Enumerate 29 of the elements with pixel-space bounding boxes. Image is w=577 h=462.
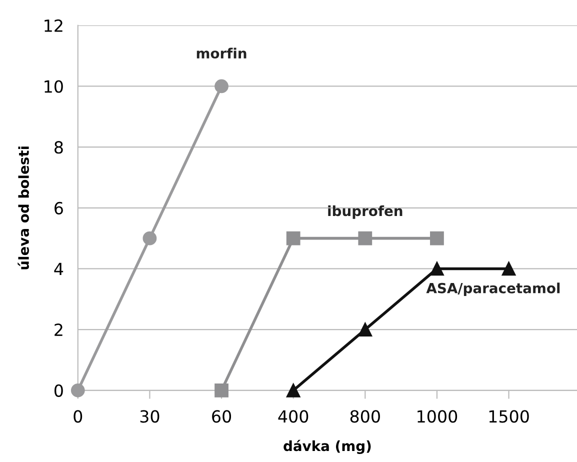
y-axis-title: úleva od bolesti <box>18 146 29 270</box>
y-tick-label: 4 <box>54 262 64 276</box>
y-tick-label: 2 <box>54 324 62 336</box>
y-tick-label: 0 <box>54 384 63 397</box>
point <box>286 231 300 246</box>
y-tick-label: 6 <box>54 202 63 214</box>
point <box>358 231 372 246</box>
point <box>358 322 372 337</box>
point <box>430 262 444 276</box>
x-axis-title: dávka (mg) <box>284 440 371 454</box>
x-tick-label: 0 <box>74 410 82 423</box>
y-tick-label: 8 <box>54 141 63 154</box>
point <box>214 383 228 398</box>
point <box>430 231 444 246</box>
x-tick-label: 1500 <box>489 410 529 423</box>
x-tick-label: 800 <box>350 410 380 423</box>
x-tick-label: 30 <box>140 410 160 423</box>
point <box>142 231 157 246</box>
x-tick-label: 1000 <box>418 410 458 423</box>
x-tick-label: 60 <box>212 410 232 423</box>
series-label: ibuprofen <box>328 205 402 219</box>
series-label: morfin <box>196 48 246 59</box>
point <box>502 262 516 276</box>
x-tick-label: 400 <box>278 410 308 423</box>
series-label: ASA/paracetamol <box>426 282 560 296</box>
y-tick-label: 12 <box>44 19 62 32</box>
point <box>286 383 300 398</box>
y-tick-label: 10 <box>44 80 63 93</box>
point <box>214 79 228 94</box>
